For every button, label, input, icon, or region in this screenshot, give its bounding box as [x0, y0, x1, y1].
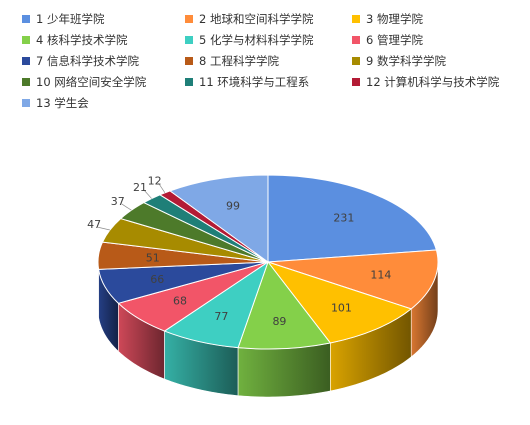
pie-slice — [237, 260, 332, 350]
legend-label: 6 管理学院 — [366, 33, 423, 47]
legend-label: 13 学生会 — [36, 96, 89, 110]
legend-swatch — [352, 15, 360, 23]
legend-label: 4 核科学技术学院 — [36, 33, 128, 47]
legend-swatch — [352, 78, 360, 86]
legend-swatch — [352, 57, 360, 65]
legend-item: 13 学生会 — [22, 95, 89, 111]
pie-slice — [266, 261, 413, 344]
pie-slice-side — [237, 342, 331, 398]
legend-swatch — [22, 15, 30, 23]
legend-swatch — [185, 57, 193, 65]
legend-swatch — [352, 36, 360, 44]
legend-label: 9 数学科学学院 — [366, 54, 446, 68]
leader-line — [98, 226, 111, 231]
data-label: 21 — [133, 181, 147, 194]
legend-swatch — [185, 78, 193, 86]
legend-item: 6 管理学院 — [352, 32, 423, 48]
leader-line — [143, 189, 152, 199]
legend-label: 2 地球和空间科学学院 — [199, 12, 314, 26]
data-label: 12 — [148, 174, 162, 187]
legend-label: 8 工程科学学院 — [199, 54, 279, 68]
legend-label: 7 信息科学技术学院 — [36, 54, 139, 68]
data-label: 101 — [331, 302, 352, 315]
legend-item: 9 数学科学学院 — [352, 53, 446, 69]
legend-swatch — [185, 15, 193, 23]
pie-slice — [267, 174, 438, 263]
legend-label: 11 环境科学与工程系 — [199, 75, 310, 89]
legend-label: 10 网络空间安全学院 — [36, 75, 147, 89]
leader-line — [158, 183, 166, 194]
legend-item: 11 环境科学与工程系 — [185, 74, 309, 90]
data-label: 89 — [272, 315, 286, 328]
data-label: 47 — [87, 218, 101, 231]
data-label: 114 — [370, 269, 391, 282]
pie-slice — [168, 174, 269, 263]
leader-line — [121, 203, 132, 211]
data-label: 66 — [150, 273, 164, 286]
legend-label: 5 化学与材料科学学院 — [199, 33, 314, 47]
data-label: 68 — [173, 294, 187, 307]
legend-item: 10 网络空间安全学院 — [22, 74, 146, 90]
legend-item: 12 计算机科学与技术学院 — [352, 74, 499, 90]
data-label: 99 — [226, 200, 240, 213]
legend-item: 4 核科学技术学院 — [22, 32, 127, 48]
legend-swatch — [22, 36, 30, 44]
data-label: 51 — [146, 252, 160, 265]
legend-item: 8 工程科学学院 — [185, 53, 279, 69]
legend-swatch — [22, 99, 30, 107]
pie-slice — [267, 249, 439, 310]
legend-swatch — [22, 57, 30, 65]
legend-swatch — [185, 36, 193, 44]
legend-item: 1 少年班学院 — [22, 11, 104, 27]
legend-label: 1 少年班学院 — [36, 12, 105, 26]
data-label: 37 — [111, 195, 125, 208]
data-label: 231 — [333, 211, 354, 224]
legend-swatch — [22, 78, 30, 86]
legend-label: 3 物理学院 — [366, 12, 423, 26]
legend-item: 2 地球和空间科学学院 — [185, 11, 313, 27]
legend-label: 12 计算机科学与技术学院 — [366, 75, 500, 89]
legend-item: 7 信息科学技术学院 — [22, 53, 139, 69]
legend-item: 5 化学与材料科学学院 — [185, 32, 313, 48]
data-label: 77 — [214, 310, 228, 323]
legend-item: 3 物理学院 — [352, 11, 423, 27]
